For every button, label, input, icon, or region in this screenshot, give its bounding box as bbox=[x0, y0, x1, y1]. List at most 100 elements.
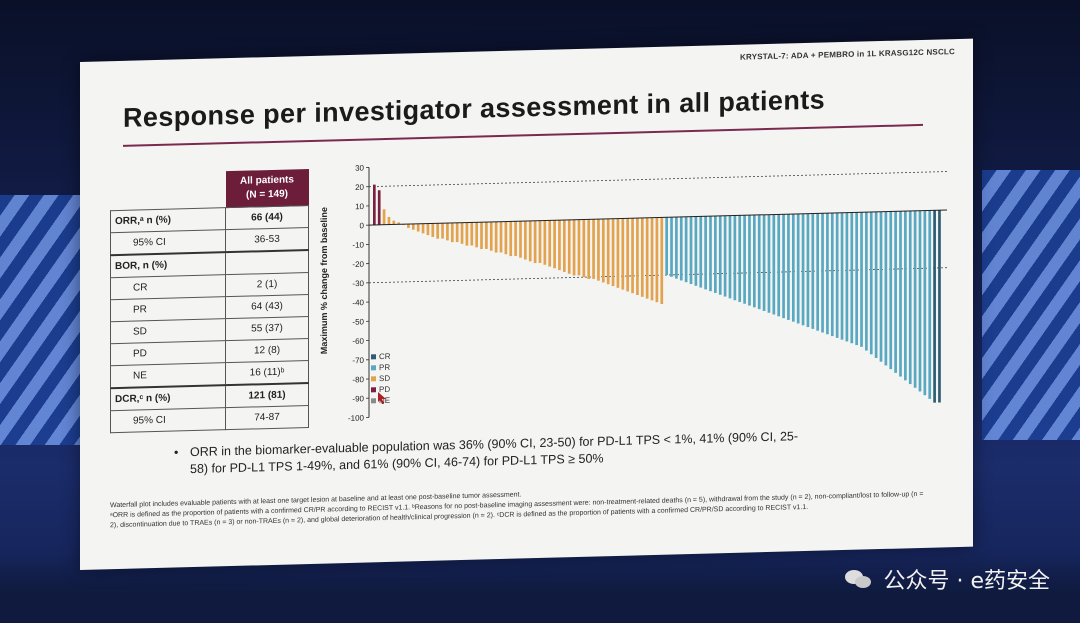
bar-sd bbox=[450, 222, 454, 243]
bar-sd bbox=[640, 217, 644, 297]
bar-sd bbox=[519, 221, 522, 258]
bar-sd bbox=[606, 218, 610, 285]
bullet-text: ORR in the biomarker-evaluable populatio… bbox=[190, 429, 799, 477]
row-label: ORR,ᵃ n (%) bbox=[110, 207, 226, 233]
bar-pr bbox=[670, 217, 673, 277]
bar-pr bbox=[743, 215, 746, 304]
bar-pr bbox=[904, 211, 907, 381]
bar-pr bbox=[860, 212, 863, 347]
bar-pr bbox=[869, 211, 873, 355]
bar-pr bbox=[738, 215, 742, 302]
bar-pr bbox=[865, 212, 868, 351]
bar-sd bbox=[460, 222, 464, 244]
bar-sd bbox=[558, 220, 561, 271]
legend-swatch bbox=[371, 376, 376, 382]
study-label: KRYSTAL-7: ADA + PEMBRO in 1L KRASG12C N… bbox=[740, 47, 955, 62]
bar-pr bbox=[772, 214, 776, 315]
bar-sd bbox=[611, 218, 615, 287]
watermark: 公众号 · e药安全 bbox=[845, 563, 1050, 595]
row-value: 36-53 bbox=[225, 227, 309, 253]
bar-sd bbox=[567, 219, 571, 274]
bar-pr bbox=[894, 211, 897, 373]
y-tick-label: 10 bbox=[355, 202, 364, 211]
presentation-slide: KRYSTAL-7: ADA + PEMBRO in 1L KRASG12C N… bbox=[80, 38, 973, 571]
bar-cr bbox=[938, 210, 941, 403]
bar-pr bbox=[806, 213, 810, 328]
bar-sd bbox=[470, 222, 474, 246]
row-label: PD bbox=[110, 340, 226, 366]
bar-pr bbox=[709, 216, 712, 292]
row-value: 12 (8) bbox=[225, 338, 309, 363]
bar-pr bbox=[884, 211, 888, 366]
bar-pr bbox=[830, 212, 834, 337]
bar-pr bbox=[762, 214, 766, 311]
bar-pr bbox=[748, 215, 751, 306]
bar-pr bbox=[845, 212, 849, 342]
bar-sd bbox=[392, 220, 396, 225]
row-label: CR bbox=[110, 274, 226, 300]
bar-pr bbox=[874, 211, 878, 359]
zero-baseline bbox=[369, 209, 947, 226]
y-tick-label: -40 bbox=[352, 298, 364, 307]
legend-swatch bbox=[371, 398, 376, 404]
bar-pr bbox=[723, 215, 727, 297]
bar-pr bbox=[689, 216, 693, 285]
legend-label: SD bbox=[379, 373, 391, 384]
watermark-text: 公众号 · e药安全 bbox=[883, 569, 1050, 594]
row-label: DCR,ᶜ n (%) bbox=[110, 385, 226, 411]
bar-sd bbox=[592, 219, 595, 279]
bar-sd bbox=[489, 221, 493, 251]
legend-swatch bbox=[371, 387, 376, 393]
bar-sd bbox=[426, 223, 430, 236]
legend-item: PR bbox=[371, 362, 391, 374]
bar-pr bbox=[923, 210, 927, 396]
bar-sd bbox=[514, 221, 517, 256]
bar-pr bbox=[791, 213, 795, 322]
bar-pr bbox=[679, 216, 683, 281]
bar-sd bbox=[538, 220, 542, 263]
bar-sd bbox=[524, 220, 527, 260]
bar-sd bbox=[407, 224, 410, 228]
bar-pr bbox=[757, 214, 761, 310]
table-header-row: All patients (N = 149) bbox=[111, 169, 309, 211]
row-label: 95% CI bbox=[110, 229, 226, 256]
bar-pr bbox=[889, 211, 893, 370]
bar-pr bbox=[782, 214, 785, 319]
legend-swatch bbox=[371, 365, 376, 371]
bar-sd bbox=[626, 218, 630, 292]
bar-sd bbox=[480, 222, 483, 250]
bar-sd bbox=[485, 222, 488, 250]
bar-pr bbox=[855, 212, 858, 346]
legend-label: PR bbox=[379, 362, 391, 373]
response-table: All patients (N = 149) ORR,ᵃ n (%) 66 (4… bbox=[110, 169, 309, 433]
waterfall-chart: Maximum % change from baseline 30 20 10 0 -1… bbox=[307, 144, 957, 431]
bar-pr bbox=[714, 216, 717, 294]
y-tick-label: -70 bbox=[352, 356, 364, 365]
bar-pr bbox=[694, 216, 698, 286]
bar-sd bbox=[616, 218, 620, 288]
bar-pr bbox=[777, 214, 781, 317]
y-tick-label: -80 bbox=[352, 375, 364, 384]
row-label: NE bbox=[110, 362, 226, 389]
chat-bubble-icon bbox=[845, 568, 873, 590]
waterfall-svg: 30 20 10 0 -10 -20 -30 -40 -50 -60 -70 -80 -90 -100 bbox=[348, 164, 947, 423]
bar-sd bbox=[543, 220, 547, 265]
bar-pr bbox=[826, 213, 829, 335]
bar-cr bbox=[933, 210, 936, 403]
bar-pr bbox=[879, 211, 883, 362]
bar-sd bbox=[411, 223, 415, 230]
bar-sd bbox=[446, 223, 449, 241]
bar-sd bbox=[421, 223, 425, 234]
bar-pr bbox=[816, 213, 820, 331]
bar-sd bbox=[577, 219, 581, 276]
bar-sd bbox=[601, 218, 605, 283]
bar-pr bbox=[675, 217, 678, 279]
bar-sd bbox=[441, 223, 444, 239]
slide-title: Response per investigator assessment in … bbox=[123, 84, 826, 133]
bar-pr bbox=[767, 214, 771, 313]
y-tick-label: -50 bbox=[352, 317, 364, 326]
row-label: SD bbox=[110, 318, 226, 344]
bar-sd bbox=[553, 220, 556, 269]
row-value: 121 (81) bbox=[225, 383, 309, 408]
bar-pr bbox=[704, 216, 707, 290]
